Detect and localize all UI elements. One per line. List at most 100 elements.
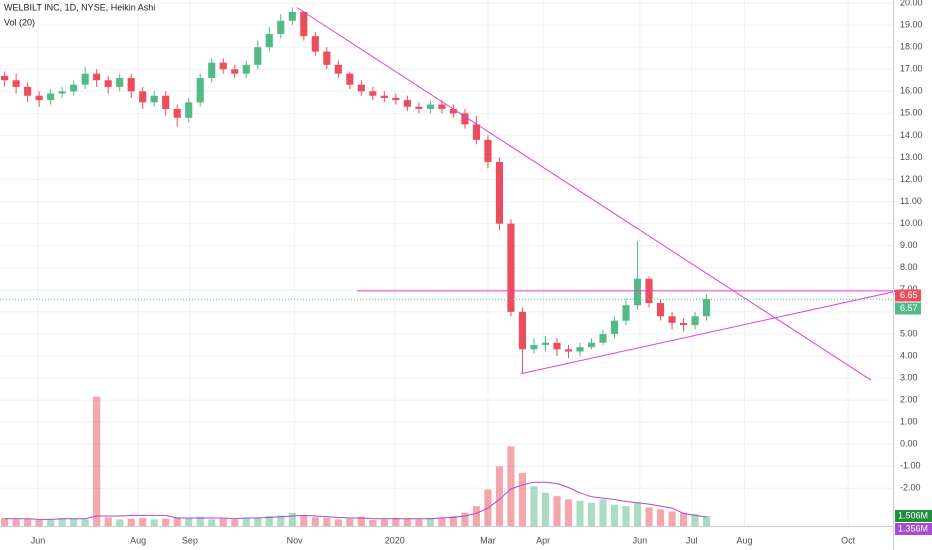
x-tick-label: 2020	[385, 535, 405, 545]
candle-body	[472, 124, 480, 140]
grid	[0, 0, 893, 526]
candle-body	[24, 86, 32, 96]
volume-bar	[93, 396, 101, 526]
y-tick-label: 15.00	[900, 108, 923, 118]
volume-pane	[1, 396, 711, 526]
candle-body	[426, 104, 434, 109]
candle-body	[334, 64, 342, 74]
volume-ma-last-label: 1.356M	[898, 523, 928, 533]
y-tick-label: 18.00	[900, 42, 923, 52]
volume-bar	[185, 518, 193, 526]
candle-body	[691, 316, 699, 326]
volume-bar	[553, 496, 561, 526]
y-tick-label: 20.00	[900, 0, 923, 7]
candle-body	[81, 73, 89, 85]
candle-body	[449, 108, 457, 114]
volume-bar	[645, 507, 653, 526]
x-tick-label: Jun	[633, 535, 648, 545]
volume-last-box	[895, 510, 932, 522]
candle-body	[104, 80, 112, 87]
volume-bar	[311, 517, 319, 526]
candle-body	[311, 36, 319, 52]
volume-bar	[530, 486, 538, 526]
last-price-label: 6.65	[900, 290, 918, 300]
volume-bar	[150, 519, 158, 526]
candle-body	[47, 93, 55, 101]
y-tick-label: 2.00	[900, 394, 918, 404]
volume-bar	[472, 506, 480, 526]
candle-body	[323, 51, 331, 65]
volume-bar	[703, 516, 711, 526]
candle-body	[553, 342, 561, 350]
last-close-box	[895, 302, 921, 315]
volume-bar	[231, 519, 239, 526]
volume-bar	[449, 516, 457, 526]
volume-bar	[656, 509, 665, 526]
candle-body	[277, 20, 285, 34]
candle-body	[703, 299, 711, 317]
volume-bar	[242, 518, 250, 526]
candle-body	[484, 139, 492, 162]
candle-body	[93, 73, 101, 81]
volume-bar	[219, 518, 227, 526]
volume-bar	[369, 520, 377, 526]
volume-bar	[587, 502, 596, 526]
axes: 20.00 19.00 18.00 17.00 16.00 15.00 14.00 13.00…	[31, 0, 932, 545]
x-tick-label: Oct	[841, 535, 856, 545]
candle-body	[541, 342, 550, 345]
volume-bar	[426, 518, 434, 526]
candle-body	[679, 322, 688, 326]
candle-body	[369, 91, 377, 96]
candle-body	[12, 80, 20, 87]
y-tick-label: 16.00	[900, 86, 923, 96]
volume-bar	[127, 518, 135, 526]
volume-bar	[116, 519, 124, 526]
candle-body	[530, 344, 538, 350]
candle-body	[357, 84, 365, 92]
x-tick-label: Mar	[480, 535, 496, 545]
volume-bar	[81, 519, 89, 526]
candle-body	[587, 342, 596, 348]
y-tick-label: 14.00	[900, 130, 923, 140]
candle-body	[599, 333, 607, 343]
y-tick-label: 17.00	[900, 64, 923, 74]
candle-body	[564, 349, 573, 352]
x-tick-label: Jul	[686, 535, 698, 545]
volume-bar	[403, 518, 411, 526]
candle-body	[392, 97, 400, 101]
candle-body	[208, 62, 216, 79]
candle-body	[35, 95, 43, 101]
y-tick-label: 12.00	[900, 174, 923, 184]
candle-body	[633, 278, 642, 306]
candle-body	[150, 95, 158, 103]
volume-bar	[47, 519, 55, 526]
y-tick-label: 5.00	[900, 328, 918, 338]
volume-bar	[254, 517, 262, 526]
volume-bar	[104, 517, 112, 526]
volume-bar	[139, 518, 147, 526]
volume-bar	[461, 512, 469, 526]
volume-bar	[334, 519, 342, 526]
volume-bar	[265, 516, 273, 526]
volume-last-label: 1.506M	[898, 510, 928, 520]
candle-body	[219, 62, 227, 70]
candle-body	[610, 320, 619, 334]
y-tick-label: 8.00	[900, 262, 918, 272]
last-price-box	[895, 289, 921, 302]
y-tick-label: 10.00	[900, 218, 923, 228]
x-tick-label: Aug	[737, 535, 753, 545]
y-tick-label: 19.00	[900, 20, 923, 30]
drawings	[0, 7, 898, 381]
candle-body	[173, 108, 181, 118]
volume-bar	[288, 512, 296, 526]
volume-bar	[668, 511, 676, 526]
candle-body	[415, 106, 423, 109]
volume-bar	[35, 520, 43, 526]
volume-bar	[24, 518, 32, 526]
volume-bar	[346, 518, 354, 526]
candle-body	[346, 73, 354, 85]
candle-body	[70, 84, 78, 92]
chart-title: WELBILT INC, 1D, NYSE, Heikin Ashi	[4, 2, 155, 12]
volume-bar	[599, 499, 607, 526]
